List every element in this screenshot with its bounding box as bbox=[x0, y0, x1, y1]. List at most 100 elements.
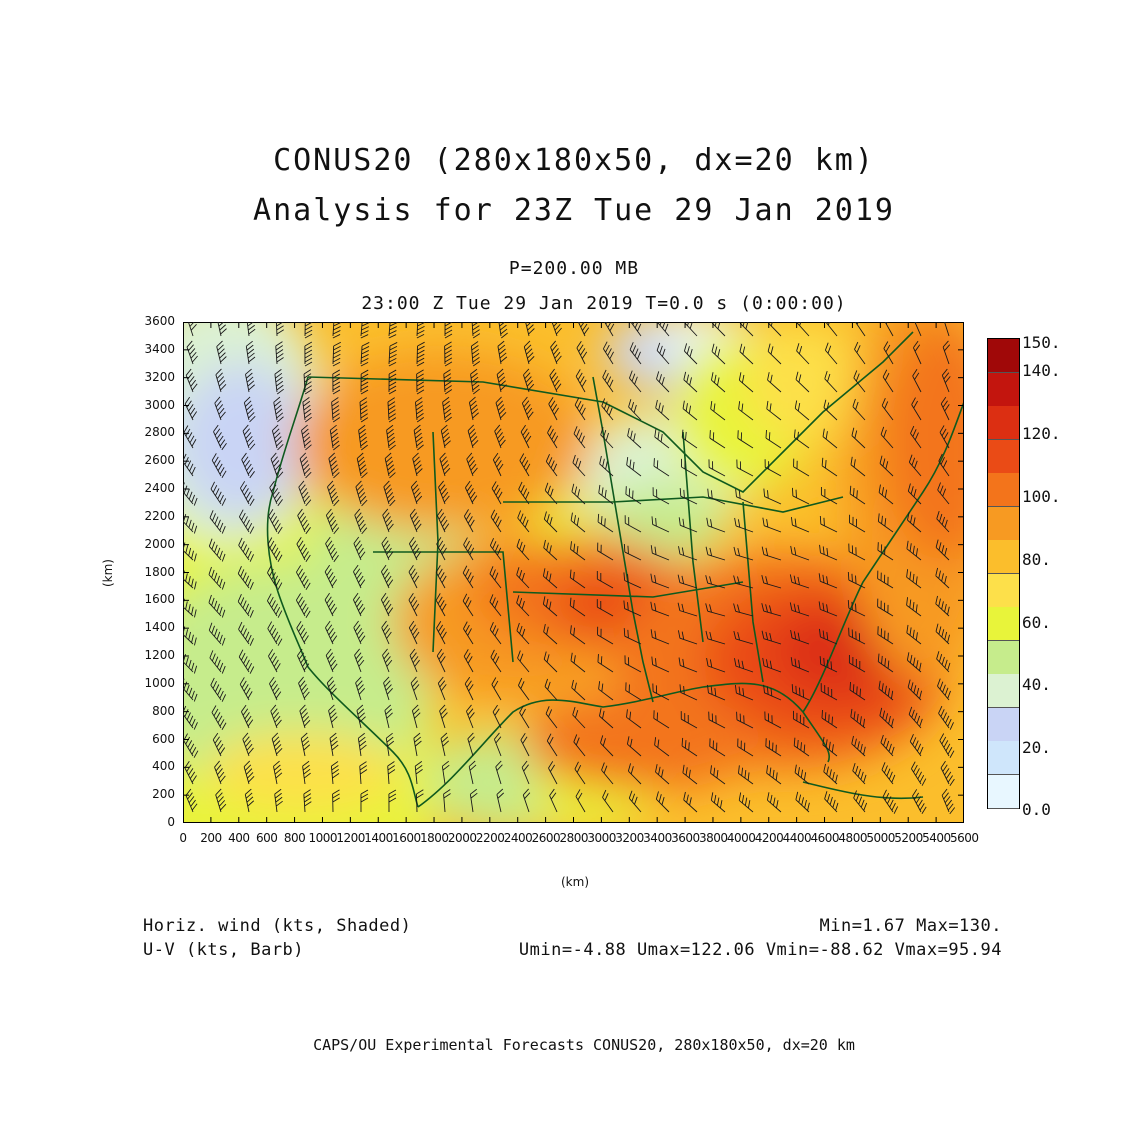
wind-barb bbox=[573, 734, 586, 757]
wind-barb bbox=[597, 626, 614, 645]
colorbar-label: 80. bbox=[1022, 550, 1051, 569]
colorbar-segment bbox=[988, 406, 1019, 440]
wind-barb bbox=[596, 571, 614, 589]
wind-barb bbox=[650, 601, 670, 617]
y-tick-label: 2600 bbox=[144, 453, 175, 468]
wind-barb bbox=[572, 707, 586, 729]
wind-map bbox=[183, 322, 964, 823]
wind-barb bbox=[908, 706, 923, 729]
wind-barb bbox=[354, 648, 365, 673]
wind-barb bbox=[626, 457, 642, 477]
wind-barb bbox=[847, 600, 866, 617]
wind-barb bbox=[441, 760, 450, 785]
wind-barb bbox=[652, 487, 670, 505]
wind-barb bbox=[462, 593, 474, 617]
wind-barb bbox=[790, 545, 810, 561]
wind-barb bbox=[824, 370, 838, 393]
wind-barb bbox=[387, 761, 396, 785]
wind-barb bbox=[940, 760, 955, 787]
wind-barb bbox=[706, 517, 726, 533]
colorbar-segment bbox=[988, 573, 1019, 608]
wind-barb bbox=[296, 536, 311, 563]
colorbar-segment bbox=[988, 640, 1019, 675]
wind-barb bbox=[790, 516, 810, 533]
wind-barb bbox=[300, 732, 311, 757]
wind-barb bbox=[522, 788, 531, 813]
y-tick-label: 2800 bbox=[144, 425, 175, 440]
wind-barb bbox=[792, 487, 810, 505]
wind-barb bbox=[906, 624, 922, 645]
wind-barb bbox=[360, 342, 370, 367]
x-tick-label: 4600 bbox=[810, 831, 840, 845]
wind-barb bbox=[602, 369, 614, 393]
wind-barb bbox=[436, 648, 446, 673]
y-tick-label: 200 bbox=[152, 787, 175, 802]
wind-barb bbox=[471, 322, 481, 339]
wind-barb bbox=[275, 322, 284, 337]
legend-shaded: Horiz. wind (kts, Shaded) bbox=[143, 916, 412, 936]
wind-barb bbox=[706, 657, 726, 673]
wind-barb bbox=[304, 322, 313, 339]
wind-barb bbox=[184, 396, 198, 421]
wind-barb bbox=[463, 621, 474, 645]
wind-barb bbox=[303, 789, 312, 813]
wind-barb bbox=[413, 424, 424, 451]
wind-barb bbox=[329, 424, 340, 451]
wind-barb bbox=[705, 575, 726, 589]
wind-barb bbox=[214, 760, 226, 785]
wind-barb bbox=[761, 575, 782, 589]
wind-barb bbox=[597, 542, 614, 561]
wind-barb bbox=[877, 513, 894, 533]
wind-barb bbox=[416, 341, 425, 367]
wind-barb bbox=[849, 681, 866, 701]
wind-barb bbox=[941, 368, 951, 393]
wind-barb bbox=[183, 567, 197, 590]
wind-barb bbox=[793, 458, 810, 477]
wind-barb bbox=[490, 509, 502, 533]
x-tick-label: 400 bbox=[228, 831, 250, 845]
wind-barb bbox=[185, 368, 198, 393]
wind-barb bbox=[463, 509, 475, 533]
valid-time: 23:00 Z Tue 29 Jan 2019 T=0.0 s (0:00:00… bbox=[361, 293, 847, 314]
wind-barb bbox=[575, 369, 587, 393]
y-tick-label: 3200 bbox=[144, 369, 175, 384]
wind-barb bbox=[241, 704, 254, 729]
wind-barb bbox=[269, 480, 283, 507]
wind-barb bbox=[548, 397, 559, 421]
colorbar-segment bbox=[988, 439, 1019, 474]
wind-barb bbox=[574, 397, 586, 421]
wind-barb bbox=[850, 456, 866, 477]
wind-barb bbox=[824, 791, 839, 813]
wind-barb bbox=[408, 620, 420, 645]
wind-barb bbox=[680, 458, 698, 477]
wind-barb bbox=[572, 454, 586, 477]
y-tick-label: 2000 bbox=[144, 536, 175, 551]
wind-barb bbox=[519, 705, 530, 729]
wind-barb bbox=[738, 372, 754, 393]
colorbar-segment bbox=[988, 674, 1019, 708]
wind-barb bbox=[705, 603, 726, 617]
wind-barb bbox=[941, 788, 956, 815]
wind-barb bbox=[655, 764, 670, 785]
wind-barb bbox=[848, 543, 866, 561]
wind-barb bbox=[295, 593, 311, 618]
wind-barb bbox=[408, 564, 420, 589]
wind-barb bbox=[356, 704, 366, 729]
axis-ticks bbox=[183, 322, 964, 823]
wind-barb bbox=[468, 760, 477, 785]
wind-barb bbox=[596, 599, 614, 617]
wind-barb bbox=[388, 342, 398, 367]
wind-barb bbox=[413, 732, 422, 757]
wind-barb bbox=[910, 425, 922, 449]
wind-barb bbox=[520, 424, 532, 449]
colorbar-segment bbox=[988, 707, 1019, 742]
wind-barb bbox=[682, 764, 698, 785]
footer: CAPS/OU Experimental Forecasts CONUS20, … bbox=[313, 1036, 855, 1054]
wind-barb bbox=[602, 789, 614, 813]
y-tick-label: 3400 bbox=[144, 341, 175, 356]
y-tick-label: 3000 bbox=[144, 397, 175, 412]
wind-barb bbox=[549, 368, 562, 393]
wind-barb bbox=[543, 539, 558, 561]
wind-barb bbox=[882, 369, 894, 393]
wind-barb bbox=[489, 622, 502, 645]
